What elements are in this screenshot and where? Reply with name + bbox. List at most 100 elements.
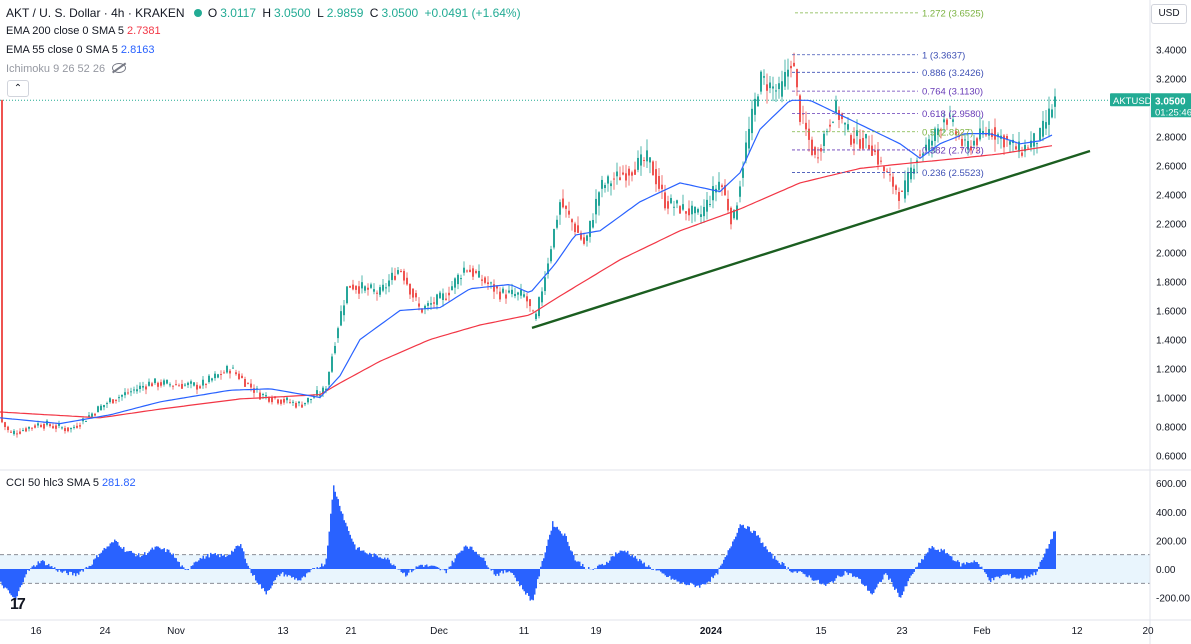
candle-body[interactable] <box>988 129 990 136</box>
candle-body[interactable] <box>559 202 561 215</box>
candle-body[interactable] <box>643 160 645 162</box>
candle-body[interactable] <box>565 205 567 209</box>
candle-body[interactable] <box>871 145 873 156</box>
candle-body[interactable] <box>1048 108 1050 125</box>
candle-body[interactable] <box>880 160 882 162</box>
candle-body[interactable] <box>457 274 459 285</box>
candle-body[interactable] <box>802 113 804 115</box>
candle-body[interactable] <box>727 198 729 211</box>
candle-body[interactable] <box>412 288 414 298</box>
candle-body[interactable] <box>481 279 483 281</box>
candle-body[interactable] <box>478 270 480 278</box>
candle-body[interactable] <box>484 277 486 283</box>
candle-body[interactable] <box>76 425 78 428</box>
candle-body[interactable] <box>577 225 579 233</box>
candle-body[interactable] <box>448 292 450 296</box>
candle-body[interactable] <box>37 423 39 426</box>
candle-body[interactable] <box>424 305 426 309</box>
candle-body[interactable] <box>916 160 918 164</box>
currency-button[interactable]: USD <box>1151 4 1187 24</box>
candle-body[interactable] <box>676 200 678 204</box>
candle-body[interactable] <box>940 129 942 131</box>
candle-body[interactable] <box>493 284 495 292</box>
candle-body[interactable] <box>322 387 324 394</box>
candle-body[interactable] <box>361 282 363 289</box>
candle-body[interactable] <box>136 389 138 392</box>
candle-body[interactable] <box>649 157 651 163</box>
candle-body[interactable] <box>400 270 402 272</box>
candle-body[interactable] <box>1039 128 1041 141</box>
candle-body[interactable] <box>85 420 87 422</box>
candle-body[interactable] <box>154 378 156 384</box>
candle-body[interactable] <box>646 150 648 162</box>
candle-body[interactable] <box>571 219 573 223</box>
candle-body[interactable] <box>298 401 300 404</box>
candle-body[interactable] <box>382 284 384 291</box>
candle-body[interactable] <box>982 130 984 135</box>
candle-body[interactable] <box>706 199 708 212</box>
candle-body[interactable] <box>313 397 315 399</box>
candle-body[interactable] <box>319 395 321 397</box>
candle-body[interactable] <box>100 405 102 411</box>
candle-body[interactable] <box>811 139 813 156</box>
candle-body[interactable] <box>922 153 924 156</box>
candle-body[interactable] <box>460 278 462 280</box>
candle-body[interactable] <box>178 385 180 387</box>
candle-body[interactable] <box>847 124 849 130</box>
candle-body[interactable] <box>289 402 291 404</box>
candle-body[interactable] <box>838 110 840 120</box>
candle-body[interactable] <box>358 286 360 294</box>
candle-body[interactable] <box>130 391 132 393</box>
candle-body[interactable] <box>205 383 207 385</box>
candle-body[interactable] <box>334 345 336 354</box>
candle-body[interactable] <box>304 402 306 405</box>
ema200-line[interactable] <box>0 145 1053 419</box>
candle-body[interactable] <box>394 275 396 280</box>
candle-body[interactable] <box>616 171 618 177</box>
candle-body[interactable] <box>244 378 246 387</box>
candle-body[interactable] <box>118 397 120 399</box>
candle-body[interactable] <box>265 395 267 397</box>
candle-body[interactable] <box>88 415 90 417</box>
candle-body[interactable] <box>433 302 435 304</box>
candle-body[interactable] <box>796 69 798 88</box>
candle-body[interactable] <box>22 430 24 432</box>
candle-body[interactable] <box>1042 120 1044 137</box>
candle-body[interactable] <box>700 214 702 217</box>
candle-body[interactable] <box>19 431 21 434</box>
candle-body[interactable] <box>925 144 927 151</box>
candle-body[interactable] <box>190 381 192 384</box>
candle-body[interactable] <box>658 176 660 189</box>
symbol-title[interactable]: AKT / U. S. Dollar · 4h · KRAKEN <box>6 6 185 20</box>
candle-body[interactable] <box>169 384 171 386</box>
candle-body[interactable] <box>301 404 303 408</box>
candle-body[interactable] <box>844 122 846 125</box>
candle-body[interactable] <box>820 147 822 152</box>
candle-body[interactable] <box>721 185 723 187</box>
candle-body[interactable] <box>469 269 471 273</box>
candle-body[interactable] <box>409 283 411 295</box>
candle-body[interactable] <box>883 166 885 172</box>
candle-body[interactable] <box>370 284 372 288</box>
candle-body[interactable] <box>697 209 699 213</box>
candle-body[interactable] <box>673 206 675 208</box>
candle-body[interactable] <box>10 431 12 433</box>
candle-body[interactable] <box>535 313 537 320</box>
candle-body[interactable] <box>427 303 429 306</box>
candle-body[interactable] <box>997 134 999 137</box>
candle-body[interactable] <box>202 379 204 386</box>
candle-body[interactable] <box>943 119 945 123</box>
candle-body[interactable] <box>970 146 972 151</box>
candle-body[interactable] <box>1006 136 1008 140</box>
candle-body[interactable] <box>583 237 585 244</box>
candle-body[interactable] <box>499 291 501 300</box>
candle-body[interactable] <box>148 381 150 386</box>
candle-body[interactable] <box>397 270 399 274</box>
candle-body[interactable] <box>835 100 837 113</box>
candle-body[interactable] <box>703 206 705 217</box>
candle-body[interactable] <box>892 176 894 187</box>
candle-body[interactable] <box>253 388 255 393</box>
price-pane[interactable]: 1.272 (3.6525) 1 (3.3637) 0.886 (3.2426) 0.… <box>0 8 1150 438</box>
candle-body[interactable] <box>964 139 966 141</box>
candle-body[interactable] <box>787 69 789 77</box>
